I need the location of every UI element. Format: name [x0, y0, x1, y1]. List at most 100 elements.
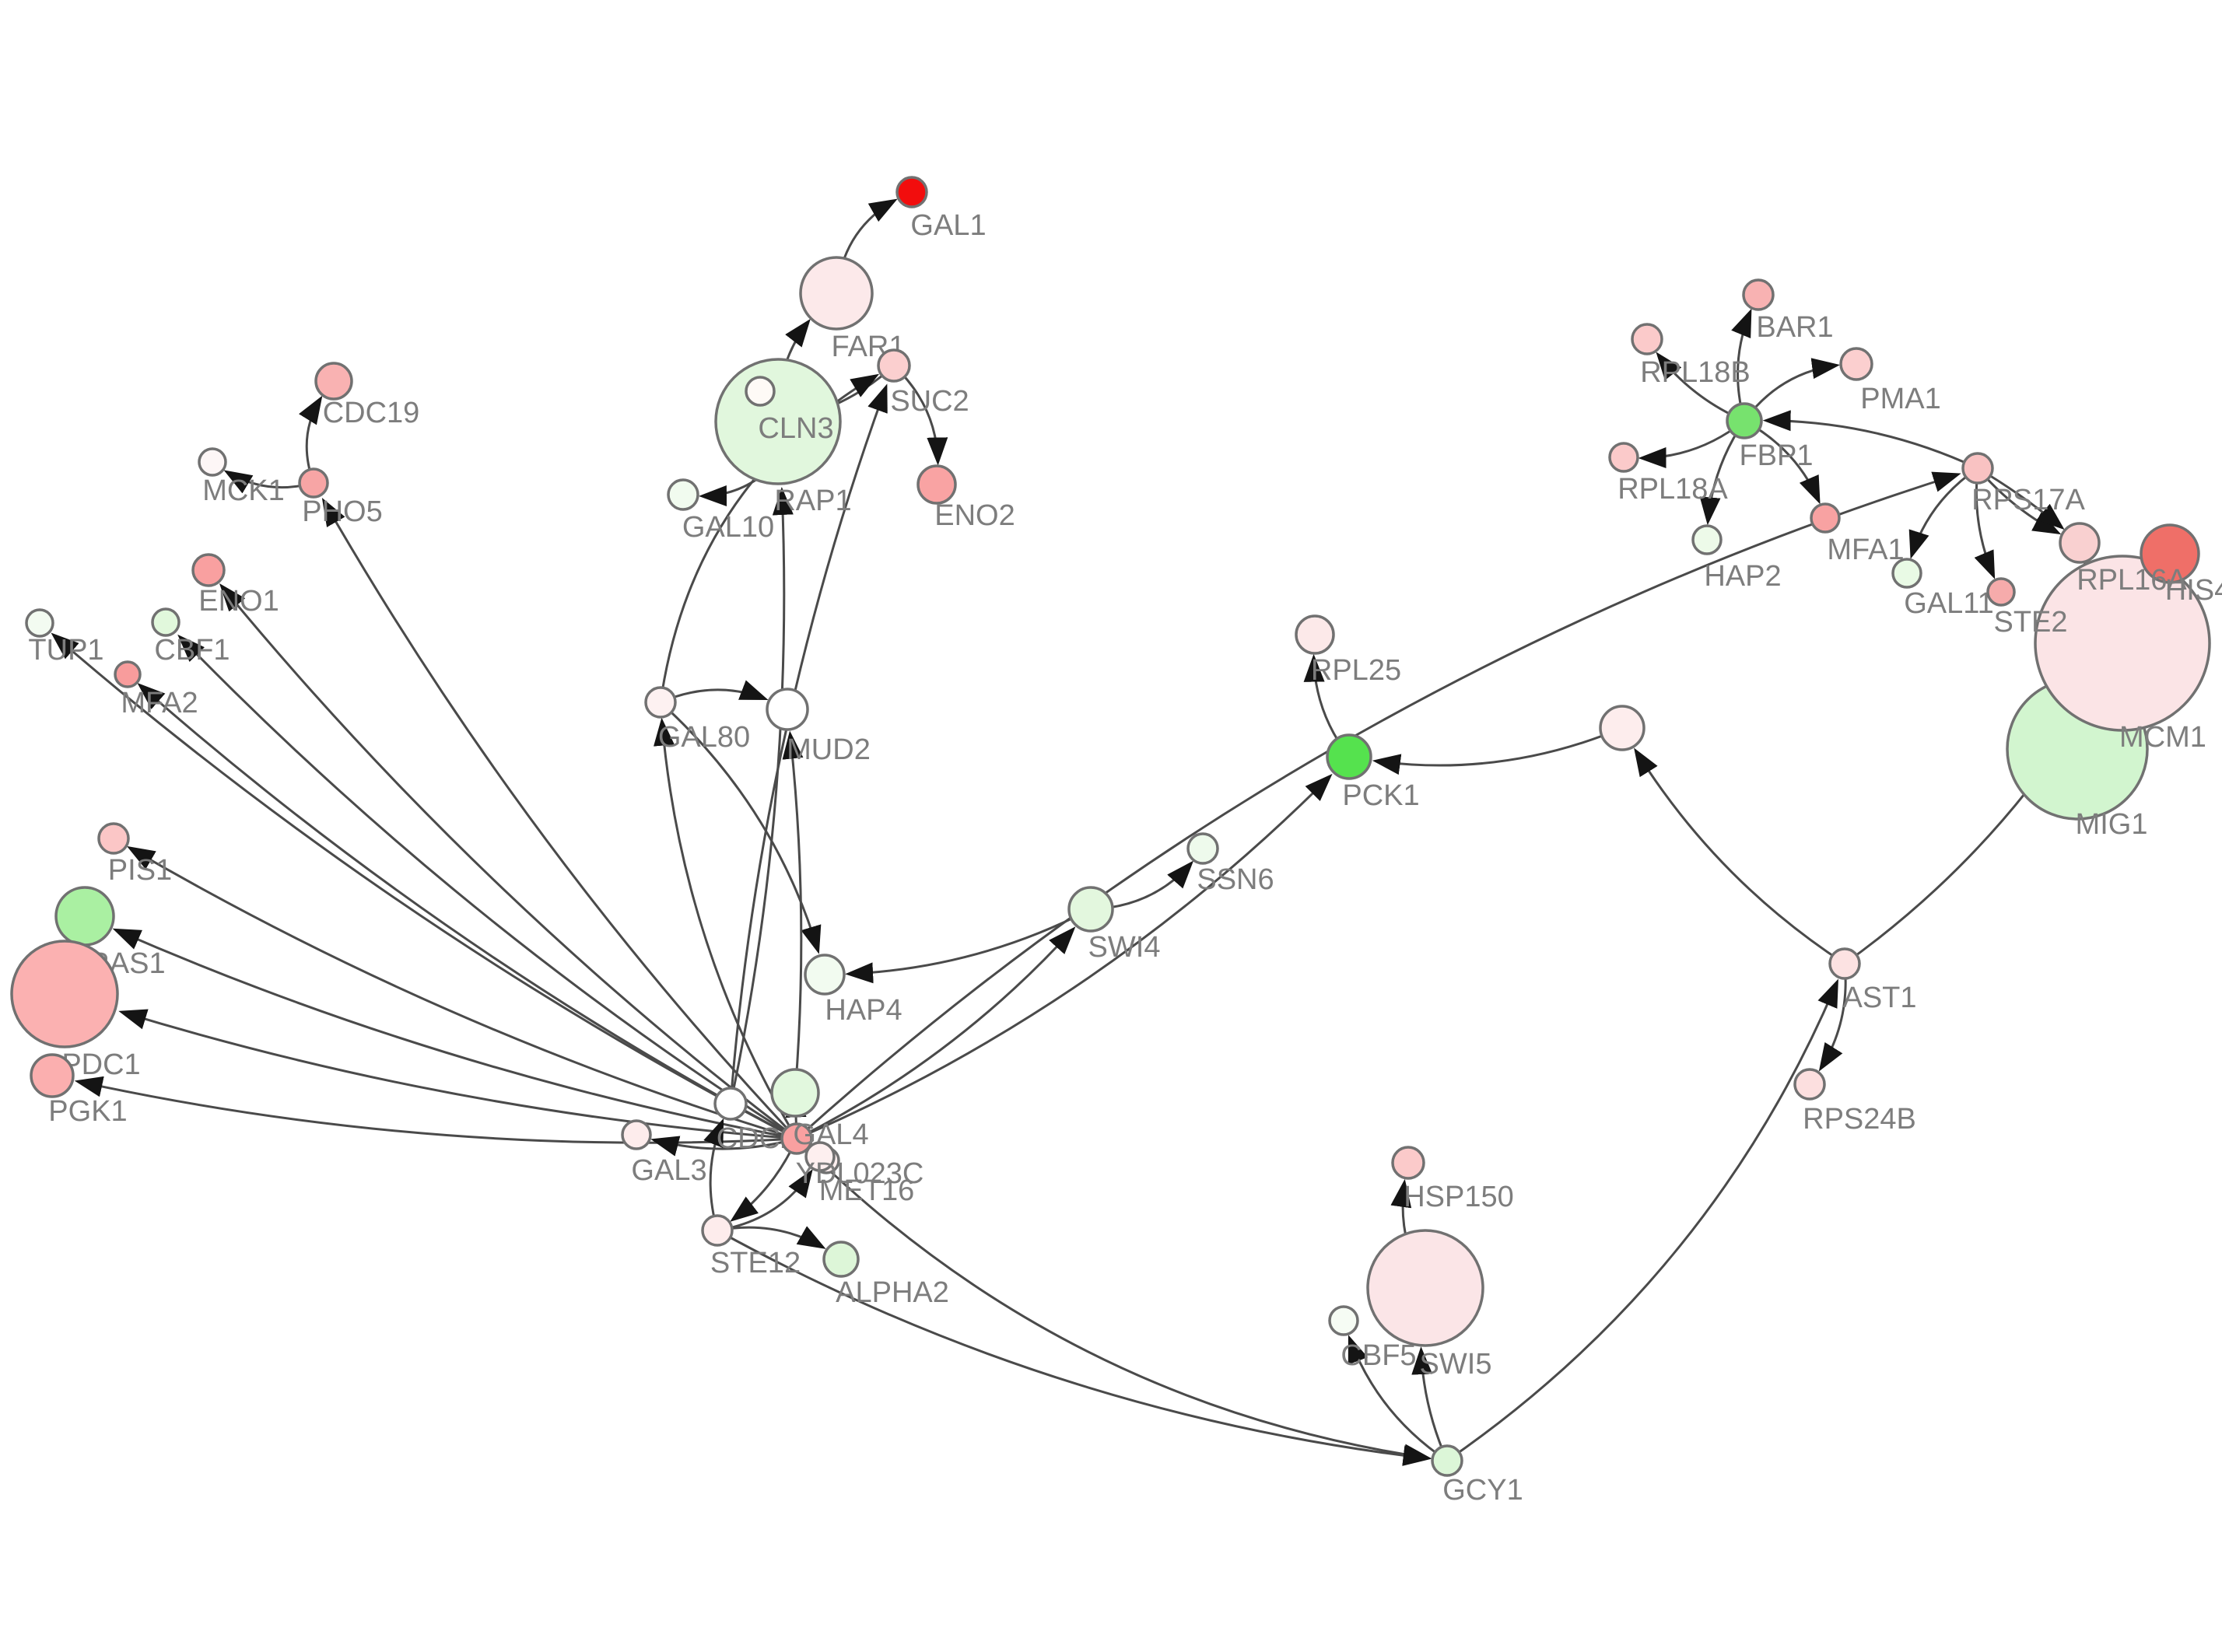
node-label-PGK1: PGK1: [48, 1095, 127, 1128]
node-circle-PDC1[interactable]: [10, 940, 119, 1048]
node-circle-FBP1[interactable]: [1726, 402, 1763, 439]
edge-node-c-PCK1[interactable]: [1372, 726, 1623, 775]
node-circle-RAS1[interactable]: [54, 886, 115, 947]
edge-GAL4-TUP1[interactable]: [51, 632, 797, 1140]
node-circle-RPL18B[interactable]: [1631, 323, 1663, 355]
node-circle-AST1[interactable]: [1828, 947, 1861, 980]
node-label-HIS4: HIS4: [2165, 574, 2222, 607]
node-circle-SUC2[interactable]: [877, 348, 911, 383]
node-circle-HAP2[interactable]: [1691, 524, 1723, 555]
node-circle-TUP1[interactable]: [25, 608, 54, 638]
node-circle-HIS4[interactable]: [2140, 523, 2200, 584]
node-circle-node-a[interactable]: [745, 376, 776, 407]
node-circle-MUD2[interactable]: [766, 688, 809, 731]
edge-GAL80-HAP4[interactable]: [659, 701, 822, 954]
node-circle-CDC28[interactable]: [713, 1087, 748, 1121]
edge-AST1-node-c[interactable]: [1634, 747, 1845, 965]
edge-GAL4-MFA2[interactable]: [137, 683, 797, 1140]
edge-GAL4-GCY1[interactable]: [795, 1137, 1432, 1465]
node-AST1: AST1: [1828, 947, 1917, 1014]
edge-GAL4-SWI4[interactable]: [796, 926, 1076, 1140]
node-circle-RPS17A[interactable]: [1961, 452, 1994, 485]
node-circle-MFA1[interactable]: [1810, 502, 1841, 534]
node-circle-CDC19[interactable]: [314, 362, 353, 401]
edge-GCY1-CBF5[interactable]: [1348, 1335, 1448, 1462]
node-circle-HSP150[interactable]: [1391, 1146, 1425, 1180]
node-label-ENO2: ENO2: [934, 499, 1015, 532]
node-CBF5: CBF5: [1328, 1305, 1417, 1372]
node-circle-STE12[interactable]: [701, 1214, 734, 1247]
edge-GAL4-PIS1[interactable]: [126, 845, 797, 1140]
edge-GAL4-CBF1[interactable]: [177, 634, 797, 1140]
node-circle-RPL16A[interactable]: [2059, 522, 2101, 564]
node-label-GCY1: GCY1: [1442, 1474, 1523, 1507]
node-circle-GAL3[interactable]: [621, 1119, 652, 1150]
node-circle-RPL25[interactable]: [1295, 614, 1335, 655]
node-circle-node-c[interactable]: [1599, 705, 1645, 751]
node-HAP2: HAP2: [1691, 524, 1782, 593]
node-STE12: STE12: [701, 1214, 801, 1279]
node-circle-FAR1[interactable]: [799, 256, 874, 331]
edge-GCY1-AST1[interactable]: [1446, 978, 1838, 1462]
node-circle-HAP4[interactable]: [804, 954, 846, 996]
node-circle-SWI4[interactable]: [1067, 886, 1114, 933]
node-circle-GAL4[interactable]: [780, 1122, 813, 1155]
node-circle-YDL023C[interactable]: [804, 1141, 836, 1172]
node-label-MET16: MET16: [819, 1174, 914, 1207]
node-label-MFA2: MFA2: [121, 687, 198, 719]
edge-GAL4-PDC1[interactable]: [118, 1009, 797, 1140]
node-circle-node-b[interactable]: [770, 1068, 820, 1118]
node-circle-PCK1[interactable]: [1326, 733, 1372, 780]
edge-RPS17A-GAL11[interactable]: [1908, 467, 1978, 559]
node-circle-BAR1[interactable]: [1742, 278, 1775, 311]
node-RPL16A: RPL16A: [2059, 522, 2187, 597]
edge-node-b-MUD2[interactable]: [782, 730, 804, 1094]
node-label-RPL16A: RPL16A: [2077, 564, 2187, 597]
edge-GAL4-GAL80[interactable]: [654, 717, 798, 1139]
node-circle-MCM1[interactable]: [2034, 555, 2211, 732]
node-circle-GCY1[interactable]: [1431, 1444, 1463, 1477]
edge-STE12-GCY1[interactable]: [717, 1229, 1432, 1466]
edge-GAL4-GAL3[interactable]: [650, 1136, 797, 1157]
edge-GAL4-PCK1[interactable]: [796, 773, 1333, 1140]
node-circle-PGK1[interactable]: [30, 1053, 75, 1098]
edge-CDC28-CLN3[interactable]: [729, 487, 794, 1104]
edge-GAL4-RAS1[interactable]: [112, 928, 797, 1140]
node-circle-CBF1[interactable]: [151, 607, 180, 637]
node-GAL80: GAL80: [644, 686, 750, 754]
node-circle-CBF5[interactable]: [1328, 1305, 1359, 1336]
node-circle-RPS24B[interactable]: [1793, 1068, 1826, 1101]
node-circle-GAL11[interactable]: [1891, 558, 1922, 589]
node-circle-GAL10[interactable]: [667, 478, 699, 511]
node-label-MCM1: MCM1: [2119, 721, 2206, 754]
node-circle-GAL1[interactable]: [895, 176, 928, 208]
node-circle-ALPHA2[interactable]: [822, 1241, 860, 1278]
node-circle-PHO5[interactable]: [298, 467, 329, 499]
edge-RPS17A-FBP1[interactable]: [1762, 410, 1978, 470]
node-GAL11: GAL11: [1891, 558, 1994, 620]
node-MCM1: MCM1: [2034, 555, 2211, 754]
node-circle-MCK1[interactable]: [198, 447, 227, 477]
node-circle-PIS1[interactable]: [97, 822, 130, 855]
edge-GAL4-ENO1[interactable]: [219, 583, 797, 1140]
node-label-CBF5: CBF5: [1341, 1339, 1416, 1372]
node-circle-SWI5[interactable]: [1366, 1229, 1484, 1347]
node-label-HSP150: HSP150: [1404, 1181, 1514, 1213]
edge-SWI4-HAP4[interactable]: [845, 908, 1092, 984]
node-label-RPS17A: RPS17A: [1971, 484, 2085, 516]
node-circle-GAL80[interactable]: [644, 686, 677, 719]
node-label-MIG1: MIG1: [2076, 808, 2148, 841]
edge-GAL4-PGK1[interactable]: [74, 1076, 797, 1144]
edge-GAL4-PHO5[interactable]: [321, 497, 798, 1140]
node-TUP1: TUP1: [25, 608, 104, 667]
node-circle-ENO2[interactable]: [916, 464, 957, 505]
node-circle-ENO1[interactable]: [191, 553, 226, 587]
node-circle-MFA2[interactable]: [114, 660, 142, 688]
node-circle-STE2[interactable]: [1986, 577, 2016, 607]
node-circle-SSN6[interactable]: [1186, 832, 1219, 865]
node-circle-RPL18A[interactable]: [1608, 442, 1639, 473]
node-circle-PMA1[interactable]: [1839, 347, 1873, 381]
node-MCK1: MCK1: [198, 447, 285, 507]
